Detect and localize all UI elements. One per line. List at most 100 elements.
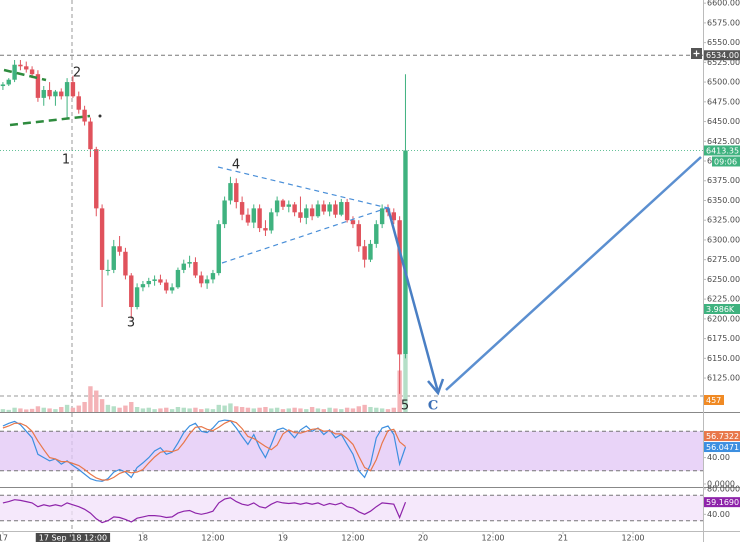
candle-body [321,204,326,212]
candle-body [304,208,309,218]
volume-bar [234,406,239,412]
y-tick-label: 6425.00 [707,137,740,146]
y-tick-label: 6450.00 [707,117,740,126]
y-tick-label: 6150.00 [707,354,740,363]
y-tick-label: 6500.00 [707,78,740,87]
candle-body [146,280,151,285]
volume-bar [6,409,11,412]
candle-body [239,202,245,215]
volume-bar [175,406,181,412]
volume-bar [292,407,297,412]
countdown-label: 09:06 [714,157,737,166]
y-tick-label: 6175.00 [707,334,740,343]
price-badge-label: 56.7322 [706,432,739,441]
x-tick-label: 21 [558,534,568,543]
volume-bar [204,408,210,412]
arrow-line [445,156,702,391]
indicator-line [2,420,406,481]
wave-label: C [428,399,438,414]
y-tick-label: 6375.00 [707,176,740,185]
volume-bar [216,404,221,412]
candle-body [111,246,116,270]
price-badge-label: 3.986K [706,305,735,314]
x-tick-label: 12:00 [201,534,224,543]
y-tick-label: 6225.00 [707,295,740,304]
volume-bar [239,406,245,412]
price-badge [704,145,740,156]
candle-body [158,279,163,283]
candle-body [286,204,291,207]
volume-bar [315,408,321,412]
volume-bar [385,409,391,412]
volume-bar [304,409,309,412]
volume-bar [158,408,163,412]
candle-body [397,220,402,355]
triangle-line [221,206,391,264]
volume-bar [64,404,70,412]
volume-bar [123,405,128,412]
x-tick-label: 12:00 [341,534,364,543]
volume-bar [327,407,332,412]
candle-body [204,279,210,284]
volume-bar [117,407,122,412]
volume-bar [368,406,373,412]
volume-bar [24,409,29,412]
candle-body [327,204,332,212]
candle-body [140,284,146,288]
candle-body [403,150,408,355]
candle-body [53,91,58,97]
candle-body [175,269,181,288]
volume-bar [41,407,46,412]
candle-body [70,82,76,97]
volume-bar [29,408,35,412]
countdown-badge [712,156,740,167]
volume-bar [193,407,198,412]
x-tick-label: 12:00 [481,534,504,543]
candle-body [88,121,93,150]
candle-body [315,204,321,217]
candle-body [169,287,175,291]
candle-body [64,82,70,97]
y-tick-label: 6275.00 [707,255,740,264]
candle-body [152,279,157,281]
wave-label: 5 [401,399,409,414]
candle-body [350,220,356,225]
volume-bar [164,407,169,412]
volume-bar [286,408,291,412]
volume-bar [53,409,58,412]
volume-bar [35,406,41,412]
price-badge-label: 6413.35 [706,146,739,155]
volume-bar [257,407,262,412]
volume-bar [18,408,23,412]
x-tick-label: 17 Sep '18 12:00 [39,534,107,543]
volume-bar [99,399,105,412]
wave-label: 4 [232,158,240,173]
candle-body [59,91,64,97]
candle-body [12,64,17,80]
volume-bar [94,390,99,412]
dot [98,114,102,118]
y-tick-label: 0.0000 [707,479,735,488]
volume-bar [129,401,134,412]
candle-body [187,262,192,264]
candle-body [0,84,6,87]
volume-bar [59,406,64,412]
volume-bar [82,401,87,412]
volume-bar [350,408,356,412]
candle-body [374,224,379,244]
candle-body [368,243,373,260]
y-tick-label: 80.0000 [707,484,740,493]
indicator-line [2,497,407,524]
candle-body [129,275,134,308]
volume-bar [88,386,93,412]
volume-bar [70,407,76,412]
arrow-line [386,207,440,393]
volume-bar [333,408,338,412]
candle-body [117,246,122,252]
candle-body [181,263,186,270]
volume-bar [251,408,256,412]
y-tick-label: 6550.00 [707,38,740,47]
price-badge [704,497,740,508]
price-badge [704,50,740,61]
